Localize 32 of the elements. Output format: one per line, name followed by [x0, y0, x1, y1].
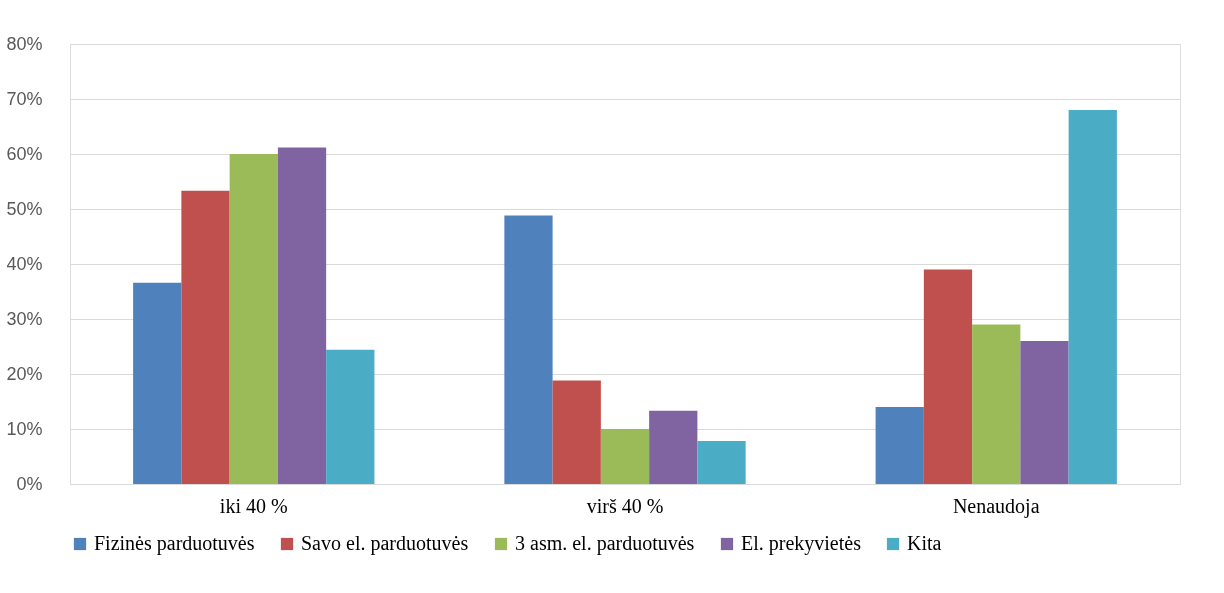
bar	[972, 324, 1021, 484]
y-tick-label: 30%	[6, 308, 43, 329]
x-tick-label: virš 40 %	[586, 494, 664, 517]
x-tick-label: iki 40 %	[219, 494, 288, 517]
bar	[649, 410, 698, 484]
legend-label: El. prekyvietės	[741, 532, 862, 555]
bar	[1020, 341, 1069, 484]
bar	[229, 154, 278, 484]
bar	[875, 407, 924, 484]
bar	[600, 429, 650, 484]
y-tick-label: 20%	[6, 363, 43, 384]
bar	[1068, 110, 1117, 484]
bar	[133, 282, 182, 484]
y-tick-label: 70%	[6, 88, 43, 109]
legend-label: 3 asm. el. parduotuvės	[515, 532, 695, 555]
y-tick-label: 0%	[16, 473, 43, 494]
y-tick-label: 80%	[6, 33, 43, 54]
bar	[504, 215, 553, 484]
y-tick-label: 50%	[6, 198, 43, 219]
bar	[552, 380, 601, 484]
bar	[923, 269, 973, 484]
legend-label: Fizinės parduotuvės	[94, 532, 255, 555]
legend-label: Kita	[907, 532, 942, 554]
bar	[697, 441, 746, 484]
bar	[277, 147, 327, 484]
legend-label: Savo el. parduotuvės	[301, 532, 469, 555]
x-tick-label: Nenaudoja	[952, 494, 1040, 518]
bar	[326, 349, 375, 484]
y-tick-label: 10%	[6, 418, 43, 439]
y-tick-label: 60%	[6, 143, 43, 164]
bar	[181, 190, 230, 484]
y-tick-label: 40%	[6, 253, 43, 274]
